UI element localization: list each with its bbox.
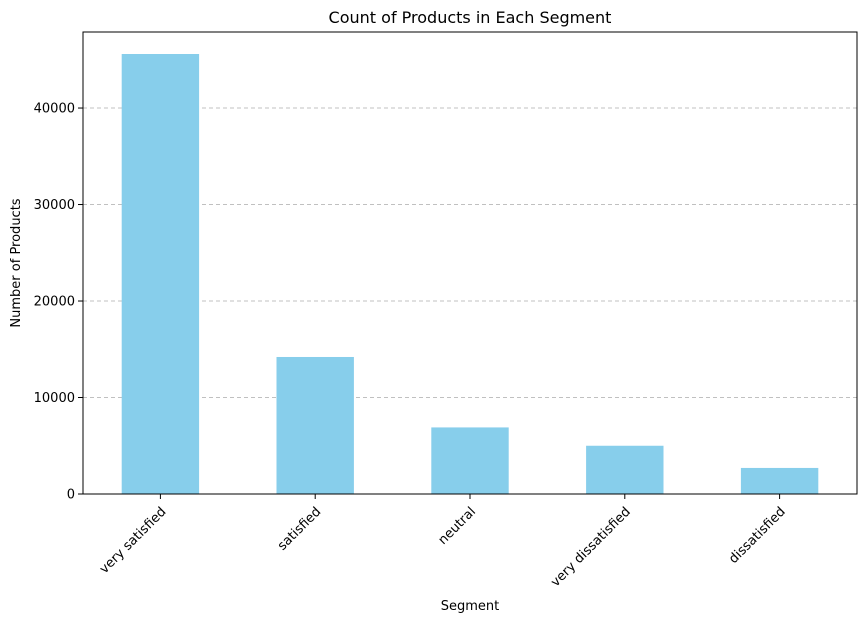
bars <box>121 54 819 494</box>
y-tick-label: 40000 <box>34 102 75 117</box>
y-tick-label: 10000 <box>34 391 75 406</box>
bar <box>121 54 200 494</box>
x-tick-label: satisfied <box>275 504 324 553</box>
chart-title: Count of Products in Each Segment <box>329 8 612 27</box>
y-tick-label: 0 <box>67 488 75 503</box>
bar <box>740 467 819 494</box>
bar <box>276 356 354 494</box>
x-axis-label: Segment <box>441 599 500 614</box>
x-tick-label: very satisfied <box>97 504 170 577</box>
y-axis-label: Number of Products <box>9 198 24 327</box>
bar <box>431 427 509 494</box>
x-tick-label: very dissatisfied <box>548 504 634 590</box>
x-tick-label: dissatisfied <box>726 504 788 566</box>
y-tick-label: 20000 <box>34 295 75 310</box>
bar <box>586 445 664 494</box>
axes <box>78 31 858 499</box>
y-tick-label: 30000 <box>34 198 75 213</box>
x-tick-label: neutral <box>436 504 479 547</box>
